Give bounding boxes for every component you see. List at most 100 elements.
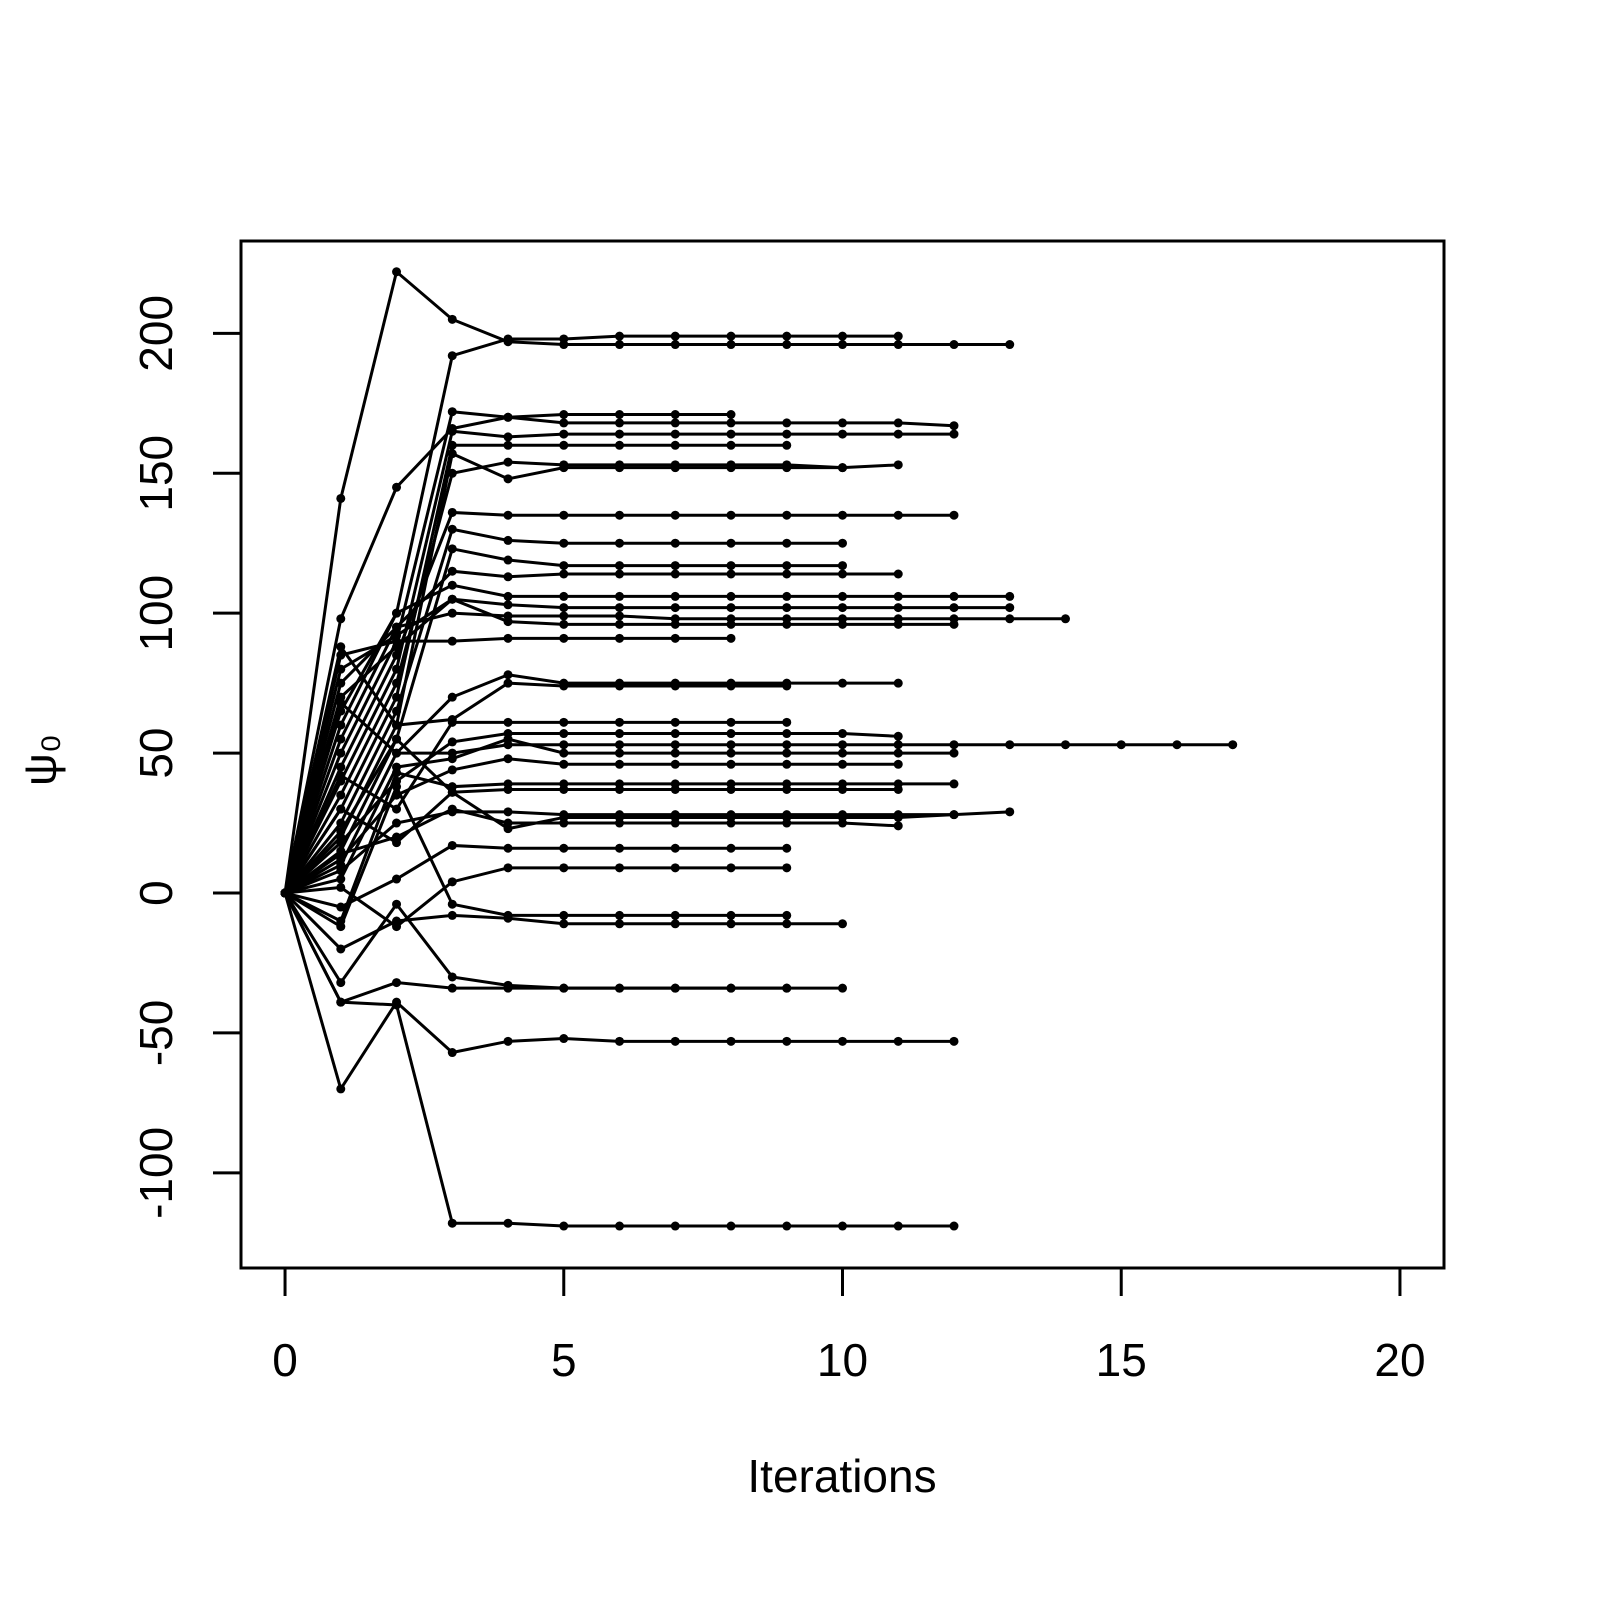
point: [670, 729, 680, 739]
point: [838, 331, 847, 341]
y-tick-label: 150: [130, 435, 182, 512]
point: [893, 731, 903, 741]
point: [670, 910, 680, 920]
point: [336, 804, 346, 814]
point: [1005, 614, 1015, 624]
point: [893, 331, 903, 341]
point: [447, 594, 457, 604]
point: [893, 1036, 903, 1046]
point: [336, 790, 346, 800]
point: [782, 538, 792, 548]
point: [503, 1218, 513, 1228]
point: [726, 460, 736, 470]
point: [447, 426, 457, 436]
point: [392, 734, 402, 744]
point: [615, 418, 625, 428]
point: [615, 633, 625, 643]
point: [336, 874, 346, 884]
point: [615, 748, 625, 758]
point: [447, 899, 457, 909]
point: [503, 535, 513, 545]
point: [726, 569, 736, 579]
point: [392, 608, 402, 618]
series-line: [284, 843, 787, 909]
point: [559, 1034, 569, 1044]
point: [392, 706, 402, 716]
point: [392, 650, 402, 660]
point: [670, 1221, 680, 1231]
point: [447, 877, 457, 887]
point: [949, 810, 959, 820]
point: [726, 429, 736, 439]
point: [782, 681, 792, 691]
series-line: [283, 269, 1010, 894]
x-tick-label: 10: [817, 1334, 868, 1386]
point: [336, 642, 346, 652]
point: [615, 440, 625, 450]
point: [503, 591, 513, 601]
point: [782, 1221, 792, 1231]
point: [615, 429, 625, 439]
point: [503, 983, 513, 993]
point: [782, 591, 792, 601]
point: [503, 412, 513, 422]
point: [447, 1218, 457, 1228]
point: [336, 882, 346, 892]
point: [670, 510, 680, 520]
point: [392, 916, 402, 926]
point: [615, 460, 625, 470]
point: [949, 603, 959, 613]
series-line: [283, 443, 787, 894]
point: [503, 843, 513, 853]
y-tick-label: 100: [130, 575, 182, 652]
point: [559, 843, 569, 853]
point: [782, 748, 792, 758]
point: [447, 692, 457, 702]
x-tick-label: 20: [1374, 1334, 1425, 1386]
point: [447, 566, 457, 576]
series-line: [283, 892, 954, 1228]
point: [615, 409, 625, 419]
point: [782, 1036, 792, 1046]
point: [838, 591, 847, 601]
point: [559, 748, 569, 758]
point: [447, 737, 457, 747]
point: [447, 608, 457, 618]
point: [447, 983, 457, 993]
point: [447, 636, 457, 646]
point: [726, 910, 736, 920]
point: [670, 633, 680, 643]
point: [782, 910, 792, 920]
point: [838, 759, 847, 769]
y-tick-label: -50: [130, 1000, 182, 1066]
point: [615, 740, 625, 750]
point: [336, 762, 346, 772]
point: [559, 409, 569, 419]
point: [447, 717, 457, 727]
point: [670, 843, 680, 853]
point: [782, 919, 792, 929]
y-axis-label: ψ₀: [14, 734, 66, 786]
y-tick-label: 50: [130, 728, 182, 779]
point: [726, 603, 736, 613]
point: [1005, 807, 1015, 817]
point: [838, 678, 847, 688]
point: [949, 421, 959, 431]
point: [670, 340, 680, 350]
series-line: [283, 720, 787, 894]
point: [559, 334, 569, 344]
series-line: [284, 732, 899, 895]
point: [392, 978, 402, 988]
point: [503, 913, 513, 923]
point: [392, 832, 402, 842]
point: [615, 538, 625, 548]
point: [838, 1221, 847, 1231]
point: [615, 759, 625, 769]
point: [726, 340, 736, 350]
series-line: [283, 569, 899, 894]
point: [670, 784, 680, 794]
point: [782, 843, 792, 853]
point: [559, 429, 569, 439]
point: [726, 510, 736, 520]
point: [838, 510, 847, 520]
